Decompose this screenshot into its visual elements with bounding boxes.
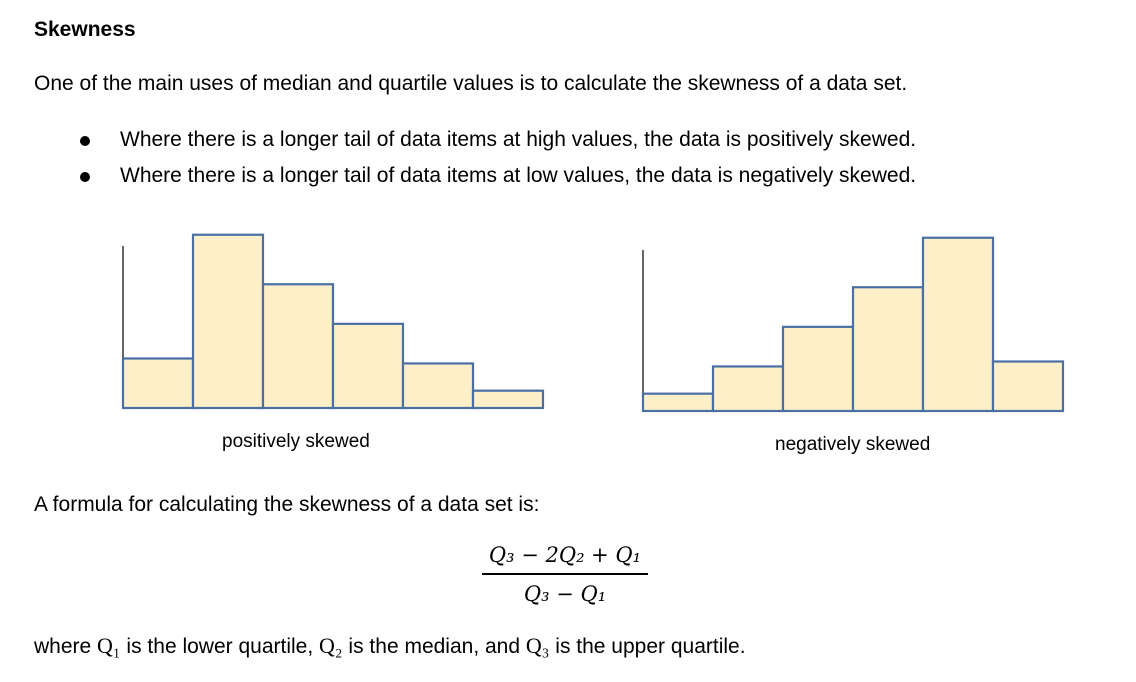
intro-paragraph: One of the main uses of median and quart… [34,72,908,95]
histogram-bar [121,357,195,410]
fraction-bar [482,573,648,575]
histogram-bar [401,362,475,410]
quartile-definitions: where Q₁ is the lower quartile, Q₂ is th… [34,633,746,659]
histogram-bar [711,365,785,413]
histogram-bar [331,322,405,410]
histogram-bar [471,389,545,410]
skewness-formula: Q₃ − 2Q₂ + Q₁ Q₃ − Q₁ [470,540,660,609]
q1-symbol: Q₁ [97,633,121,658]
histogram-bar [261,283,335,410]
histogram-bar [921,236,995,413]
formula-denominator: Q₃ − Q₁ [523,581,607,606]
histogram-positive-svg [121,233,545,410]
histogram-bar [781,325,855,413]
q3-symbol: Q₃ [525,633,550,658]
section-heading: Skewness [34,18,136,41]
bullet-text: Where there is a longer tail of data ite… [120,128,917,151]
histogram-positive [120,232,545,412]
histogram-bar [851,286,925,413]
footer-text: is the median, and [342,635,526,658]
bullet-icon [80,172,90,182]
bullet-icon [80,136,90,146]
histogram-bar [991,360,1065,413]
histogram-negative-caption: negatively skewed [775,434,931,455]
footer-text: is the upper quartile. [549,635,746,658]
formula-numerator: Q₃ − 2Q₂ + Q₁ [488,543,642,567]
footer-text: is the lower quartile, [120,635,320,658]
q2-symbol: Q₂ [319,633,343,658]
footer-text: where [34,635,98,658]
histogram-bar [641,392,715,413]
histogram-bar [191,233,265,410]
histogram-negative-svg [641,236,1065,413]
bullet-text: Where there is a longer tail of data ite… [120,164,917,187]
formula-intro: A formula for calculating the skewness o… [34,493,540,516]
histogram-negative [640,236,1065,416]
histogram-positive-caption: positively skewed [222,431,370,452]
